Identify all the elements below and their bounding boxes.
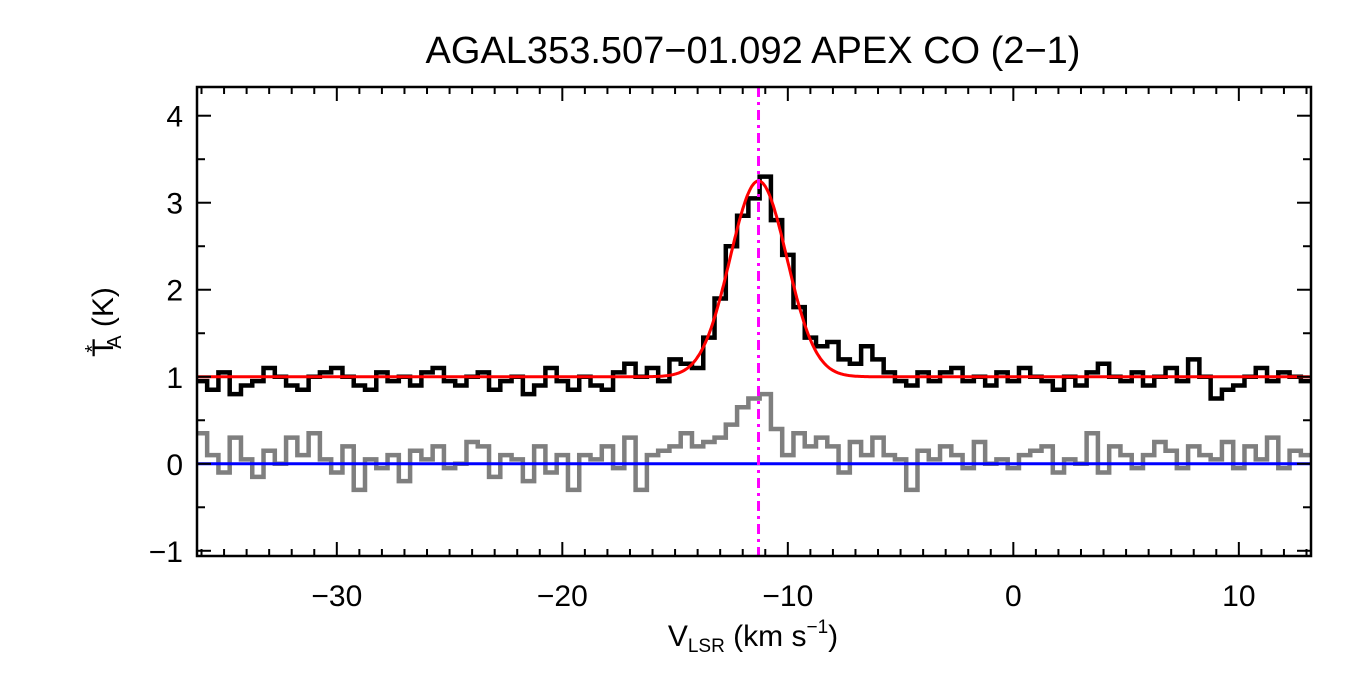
x-axis-label: VLSR (km s−1) [668, 617, 838, 657]
y-tick-label: 3 [166, 188, 183, 221]
y-tick-label: 4 [166, 101, 183, 134]
chart-title: AGAL353.507−01.092 APEX CO (2−1) [426, 30, 1081, 72]
y-tick-label: 2 [166, 275, 183, 308]
y-tick-label: −1 [149, 536, 183, 569]
y-tick-label: 1 [166, 362, 183, 395]
y-axis-label: T*A (K) [82, 287, 126, 357]
y-label-sup: * [82, 345, 104, 353]
x-tick-label: −30 [311, 580, 362, 613]
x-tick-label: 10 [1222, 580, 1255, 613]
y-label-rest: (K) [87, 287, 120, 335]
x-label-main: V [668, 620, 688, 653]
x-label-sup: −1 [806, 617, 828, 638]
x-tick-label: −10 [762, 580, 813, 613]
secondary-spectrum-series [197, 391, 1311, 493]
x-tick-label: −20 [537, 580, 588, 613]
spectrum-series [197, 174, 1311, 401]
plot-area [195, 85, 1313, 558]
x-label-rest: (km s [725, 620, 807, 653]
x-tick-label: 0 [1005, 580, 1022, 613]
plot-frame [195, 85, 1313, 558]
y-label-sub: A [104, 335, 126, 349]
x-axis: −30 −20 −10 0 10 [200, 87, 1308, 613]
y-label-main: T [87, 339, 120, 357]
y-axis: −1 0 1 2 3 4 [149, 101, 1311, 569]
gaussian-fit-line [197, 179, 1310, 379]
x-label-sub: LSR [688, 636, 725, 657]
data-layer [197, 87, 1311, 556]
y-tick-label: 0 [166, 449, 183, 482]
x-label-end: ) [828, 620, 838, 653]
